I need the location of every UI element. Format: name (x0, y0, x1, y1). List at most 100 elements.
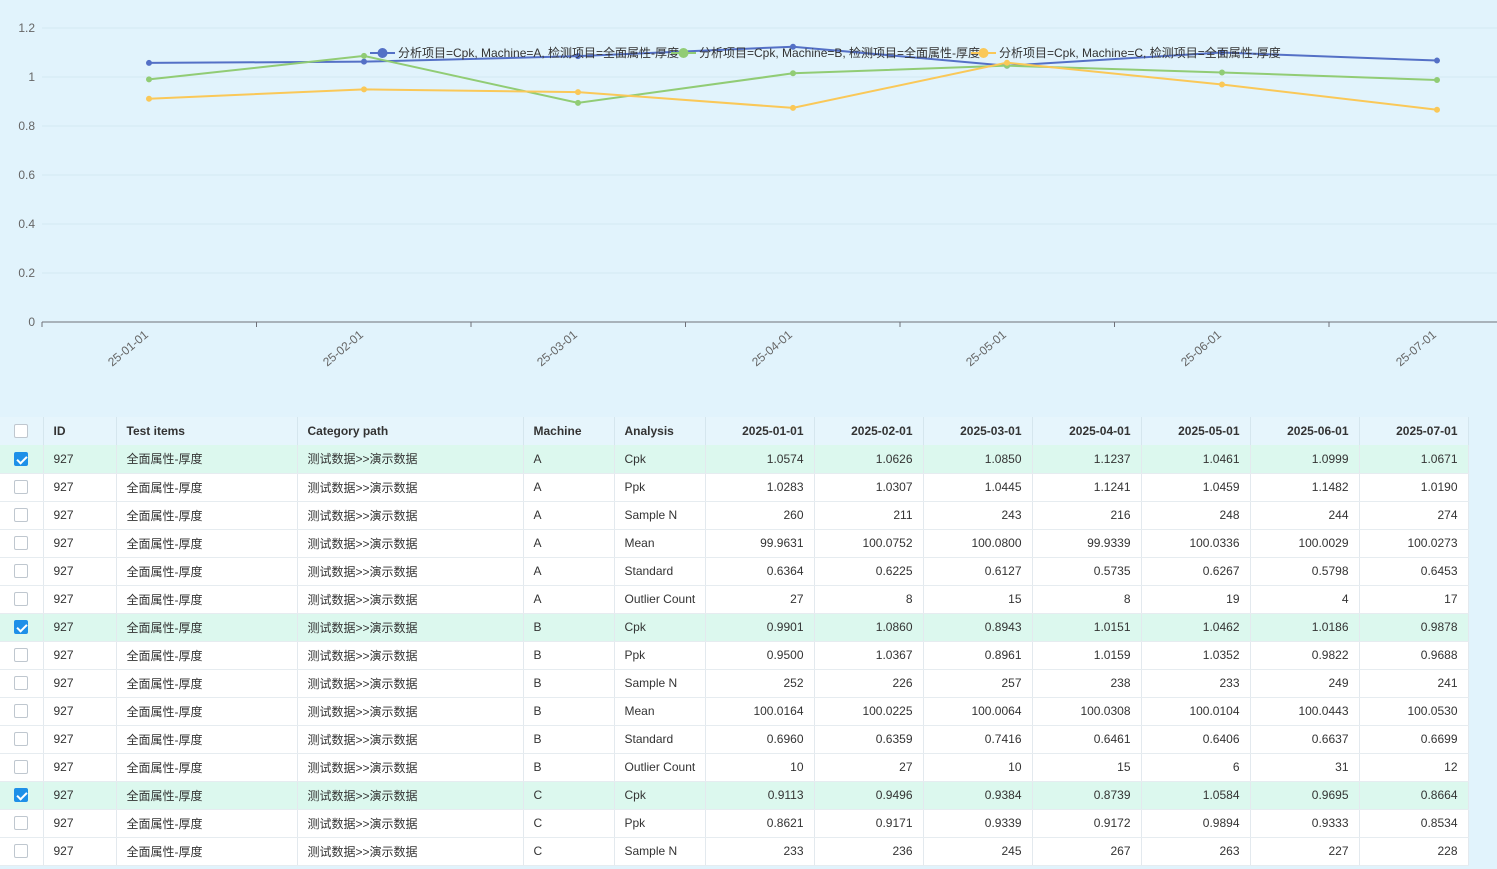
table-row[interactable]: 927 全面属性-厚度 测试数据>>演示数据 A Sample N 260 211 243 21… (0, 501, 1469, 530)
row-checkbox[interactable] (14, 620, 29, 635)
row-checkbox[interactable] (14, 788, 29, 803)
cell-value: 236 (814, 837, 924, 866)
row-checkbox[interactable] (14, 564, 29, 579)
row-checkbox[interactable] (14, 536, 29, 551)
cell-value: 1.0283 (705, 473, 815, 502)
cell-machine: C (523, 809, 615, 838)
cell-test-item: 全面属性-厚度 (116, 837, 298, 866)
table-row[interactable]: 927 全面属性-厚度 测试数据>>演示数据 C Cpk 0.9113 0.9496 0.93… (0, 781, 1469, 810)
row-checkbox-cell[interactable] (0, 473, 44, 502)
row-checkbox[interactable] (14, 592, 29, 607)
cell-value: 244 (1250, 501, 1360, 530)
cell-analysis: Cpk (614, 781, 706, 810)
cell-value: 100.0164 (705, 697, 815, 726)
data-point (1434, 76, 1440, 83)
select-all-checkbox[interactable] (14, 424, 29, 439)
cell-machine: A (523, 473, 615, 502)
row-checkbox[interactable] (14, 732, 29, 747)
cell-value: 233 (1141, 669, 1251, 698)
table-row[interactable]: 927 全面属性-厚度 测试数据>>演示数据 B Outlier Count 10 27 10… (0, 753, 1469, 782)
header-date-6[interactable]: 2025-06-01 (1250, 417, 1360, 445)
cell-value: 0.9113 (705, 781, 815, 810)
row-checkbox-cell[interactable] (0, 781, 44, 810)
cell-value: 1.0574 (705, 445, 815, 474)
table-row[interactable]: 927 全面属性-厚度 测试数据>>演示数据 A Mean 99.9631 100.0752… (0, 529, 1469, 558)
data-point (1004, 59, 1010, 66)
table-row[interactable]: 927 全面属性-厚度 测试数据>>演示数据 A Standard 0.6364 0.622… (0, 557, 1469, 586)
header-machine[interactable]: Machine (523, 417, 615, 445)
table-row[interactable]: 927 全面属性-厚度 测试数据>>演示数据 C Sample N 233 236 245 26… (0, 837, 1469, 866)
select-all-checkbox-cell[interactable] (0, 417, 44, 445)
table-row[interactable]: 927 全面属性-厚度 测试数据>>演示数据 B Mean 100.0164 100.022… (0, 697, 1469, 726)
cell-value: 100.0752 (814, 529, 924, 558)
row-checkbox[interactable] (14, 508, 29, 523)
cell-category-path: 测试数据>>演示数据 (297, 725, 524, 754)
row-checkbox[interactable] (14, 704, 29, 719)
cell-machine: A (523, 557, 615, 586)
header-date-4[interactable]: 2025-04-01 (1032, 417, 1142, 445)
table-row[interactable]: 927 全面属性-厚度 测试数据>>演示数据 B Standard 0.6960 0.635… (0, 725, 1469, 754)
row-checkbox-cell[interactable] (0, 445, 44, 474)
row-checkbox-cell[interactable] (0, 697, 44, 726)
cell-value: 1.1241 (1032, 473, 1142, 502)
cell-value: 0.9496 (814, 781, 924, 810)
header-date-3[interactable]: 2025-03-01 (923, 417, 1033, 445)
cell-test-item: 全面属性-厚度 (116, 697, 298, 726)
row-checkbox[interactable] (14, 452, 29, 467)
table-row[interactable]: 927 全面属性-厚度 测试数据>>演示数据 B Cpk 0.9901 1.0860 0.89… (0, 613, 1469, 642)
row-checkbox-cell[interactable] (0, 585, 44, 614)
table-row[interactable]: 927 全面属性-厚度 测试数据>>演示数据 B Sample N 252 226 257 23… (0, 669, 1469, 698)
cell-test-item: 全面属性-厚度 (116, 753, 298, 782)
row-checkbox[interactable] (14, 676, 29, 691)
row-checkbox[interactable] (14, 480, 29, 495)
row-checkbox[interactable] (14, 844, 29, 859)
row-checkbox-cell[interactable] (0, 837, 44, 866)
y-tick-label: 1 (28, 70, 35, 84)
row-checkbox-cell[interactable] (0, 809, 44, 838)
cell-analysis: Standard (614, 725, 706, 754)
cell-id: 927 (43, 725, 117, 754)
cell-value: 0.6225 (814, 557, 924, 586)
cell-value: 6 (1141, 753, 1251, 782)
row-checkbox-cell[interactable] (0, 501, 44, 530)
row-checkbox-cell[interactable] (0, 641, 44, 670)
row-checkbox-cell[interactable] (0, 613, 44, 642)
cell-value: 0.9894 (1141, 809, 1251, 838)
cell-value: 100.0800 (923, 529, 1033, 558)
row-checkbox[interactable] (14, 648, 29, 663)
header-date-5[interactable]: 2025-05-01 (1141, 417, 1251, 445)
header-category-path[interactable]: Category path (297, 417, 524, 445)
cell-value: 27 (705, 585, 815, 614)
row-checkbox-cell[interactable] (0, 753, 44, 782)
row-checkbox[interactable] (14, 816, 29, 831)
cell-value: 0.6359 (814, 725, 924, 754)
table-row[interactable]: 927 全面属性-厚度 测试数据>>演示数据 A Cpk 1.0574 1.0626 1.08… (0, 445, 1469, 474)
row-checkbox-cell[interactable] (0, 557, 44, 586)
legend-label: 分析项目=Cpk, Machine=B, 检测项目=全面属性-厚度 (699, 45, 980, 60)
data-point (1219, 69, 1225, 76)
table-row[interactable]: 927 全面属性-厚度 测试数据>>演示数据 A Ppk 1.0283 1.0307 1.04… (0, 473, 1469, 502)
table-row[interactable]: 927 全面属性-厚度 测试数据>>演示数据 B Ppk 0.9500 1.0367 0.89… (0, 641, 1469, 670)
data-table: ID Test items Category path Machine Anal… (0, 417, 1469, 866)
row-checkbox[interactable] (14, 760, 29, 775)
x-tick-label: 25-05-01 (963, 327, 1009, 369)
cell-value: 274 (1359, 501, 1469, 530)
cell-value: 0.6127 (923, 557, 1033, 586)
cell-test-item: 全面属性-厚度 (116, 557, 298, 586)
cell-id: 927 (43, 809, 117, 838)
header-date-7[interactable]: 2025-07-01 (1359, 417, 1469, 445)
row-checkbox-cell[interactable] (0, 725, 44, 754)
header-id[interactable]: ID (43, 417, 117, 445)
header-analysis[interactable]: Analysis (614, 417, 706, 445)
header-test-items[interactable]: Test items (116, 417, 298, 445)
row-checkbox-cell[interactable] (0, 669, 44, 698)
table-row[interactable]: 927 全面属性-厚度 测试数据>>演示数据 A Outlier Count 27 8 15 8… (0, 585, 1469, 614)
table-row[interactable]: 927 全面属性-厚度 测试数据>>演示数据 C Ppk 0.8621 0.9171 0.93… (0, 809, 1469, 838)
header-date-2[interactable]: 2025-02-01 (814, 417, 924, 445)
data-point (1219, 49, 1225, 56)
cell-machine: B (523, 641, 615, 670)
y-tick-label: 1.2 (18, 21, 35, 35)
row-checkbox-cell[interactable] (0, 529, 44, 558)
cell-analysis: Cpk (614, 445, 706, 474)
header-date-1[interactable]: 2025-01-01 (705, 417, 815, 445)
